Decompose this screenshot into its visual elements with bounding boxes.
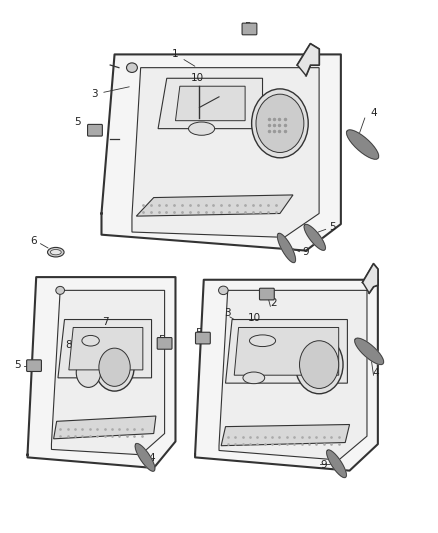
Polygon shape xyxy=(158,78,262,128)
FancyBboxPatch shape xyxy=(157,337,172,349)
Text: 9: 9 xyxy=(320,461,327,470)
Circle shape xyxy=(99,348,130,386)
Text: 10: 10 xyxy=(191,73,205,89)
Circle shape xyxy=(256,94,304,152)
Polygon shape xyxy=(346,130,378,159)
Text: 5: 5 xyxy=(195,328,202,338)
Polygon shape xyxy=(277,233,296,263)
Polygon shape xyxy=(355,338,384,365)
Text: 5: 5 xyxy=(329,222,336,232)
Polygon shape xyxy=(234,327,339,375)
Text: 4: 4 xyxy=(372,368,379,377)
Ellipse shape xyxy=(127,63,138,72)
Ellipse shape xyxy=(219,286,228,295)
Circle shape xyxy=(295,335,343,394)
Text: 8: 8 xyxy=(66,340,72,350)
Polygon shape xyxy=(102,54,341,251)
Polygon shape xyxy=(176,86,245,120)
Polygon shape xyxy=(297,44,319,76)
Ellipse shape xyxy=(250,335,276,346)
FancyBboxPatch shape xyxy=(242,23,257,35)
Polygon shape xyxy=(304,224,325,251)
Polygon shape xyxy=(28,277,176,468)
Polygon shape xyxy=(53,416,156,439)
Polygon shape xyxy=(363,264,378,293)
FancyBboxPatch shape xyxy=(195,332,210,344)
Polygon shape xyxy=(51,290,165,455)
Polygon shape xyxy=(69,327,143,370)
Text: 1: 1 xyxy=(172,50,195,66)
Ellipse shape xyxy=(243,372,265,384)
Ellipse shape xyxy=(47,247,64,257)
Polygon shape xyxy=(219,290,367,460)
Text: 3: 3 xyxy=(224,308,231,318)
Polygon shape xyxy=(135,443,155,471)
Text: 5: 5 xyxy=(158,335,165,345)
Circle shape xyxy=(300,341,339,389)
Polygon shape xyxy=(327,450,346,478)
Text: 4: 4 xyxy=(148,454,155,463)
Ellipse shape xyxy=(56,286,64,294)
Text: 10: 10 xyxy=(248,313,261,324)
FancyBboxPatch shape xyxy=(259,288,274,300)
Text: 3: 3 xyxy=(92,87,129,99)
Text: 5: 5 xyxy=(14,360,21,369)
Text: 5: 5 xyxy=(244,22,251,32)
Ellipse shape xyxy=(82,335,99,346)
Polygon shape xyxy=(226,319,347,383)
Polygon shape xyxy=(58,319,152,378)
Ellipse shape xyxy=(50,249,61,255)
Circle shape xyxy=(76,358,101,387)
FancyBboxPatch shape xyxy=(27,360,42,372)
Polygon shape xyxy=(221,424,350,446)
Text: 3: 3 xyxy=(131,328,138,338)
Text: 4: 4 xyxy=(370,108,377,118)
Polygon shape xyxy=(195,280,378,471)
FancyBboxPatch shape xyxy=(88,124,102,136)
Text: 2: 2 xyxy=(270,297,277,308)
Circle shape xyxy=(95,343,134,391)
Polygon shape xyxy=(136,195,293,216)
Circle shape xyxy=(252,89,308,158)
Text: 7: 7 xyxy=(102,317,109,327)
Text: 9: 9 xyxy=(303,247,309,257)
Text: 5: 5 xyxy=(74,117,81,127)
Polygon shape xyxy=(132,68,319,237)
Ellipse shape xyxy=(188,122,215,135)
Text: 6: 6 xyxy=(31,236,37,246)
